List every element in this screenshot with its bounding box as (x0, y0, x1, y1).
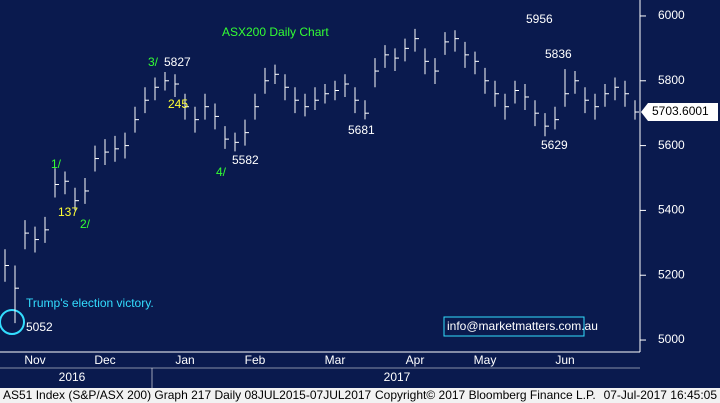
footer-center: Copyright© 2017 Bloomberg Finance L.P. (375, 388, 596, 402)
annotation: 2/ (80, 217, 91, 231)
contact: info@marketmatters.com.au (447, 319, 598, 333)
contact-box (443, 316, 585, 337)
annotation: 245 (168, 97, 188, 111)
footer-left: AS51 Index (S&P/ASX 200) Graph 217 Daily… (3, 388, 372, 402)
year-label: 2017 (384, 370, 411, 384)
annotation: Trump's election victory. (26, 296, 154, 310)
annotation: 5582 (232, 153, 259, 167)
y-tick-label: 5800 (658, 73, 685, 87)
x-tick-label: Jan (175, 353, 194, 367)
x-tick-label: Mar (325, 353, 346, 367)
y-tick-label: 5400 (658, 203, 685, 217)
annotation: 137 (58, 205, 78, 219)
annotation: 1/ (51, 157, 62, 171)
footer-bar (0, 388, 720, 403)
x-tick-label: Feb (245, 353, 266, 367)
annotation: 5629 (541, 138, 568, 152)
y-tick-label: 5200 (658, 267, 685, 281)
footer-right: 07-Jul-2017 16:45:05 (604, 388, 718, 402)
x-tick-label: Jun (555, 353, 574, 367)
last-price-pointer (641, 103, 718, 122)
x-tick-label: Nov (24, 353, 45, 367)
annotation: 5836 (545, 47, 572, 61)
x-tick-label: Dec (94, 353, 115, 367)
last-price-label: 5703.6001 (652, 104, 709, 118)
x-tick-label: May (474, 353, 497, 367)
annotation: 5827 (164, 55, 191, 69)
annotation: 5681 (348, 123, 375, 137)
y-tick-label: 5600 (658, 138, 685, 152)
annotation: 3/ (148, 55, 159, 69)
y-tick-label: 5000 (658, 332, 685, 346)
y-tick-label: 6000 (658, 8, 685, 22)
chart-title: ASX200 Daily Chart (222, 25, 329, 39)
annotation: 5956 (526, 12, 553, 26)
highlight-circle (0, 309, 25, 335)
x-tick-label: Apr (406, 353, 425, 367)
annotation: 4/ (216, 165, 227, 179)
year-label: 2016 (59, 370, 86, 384)
annotation: 5052 (26, 320, 53, 334)
